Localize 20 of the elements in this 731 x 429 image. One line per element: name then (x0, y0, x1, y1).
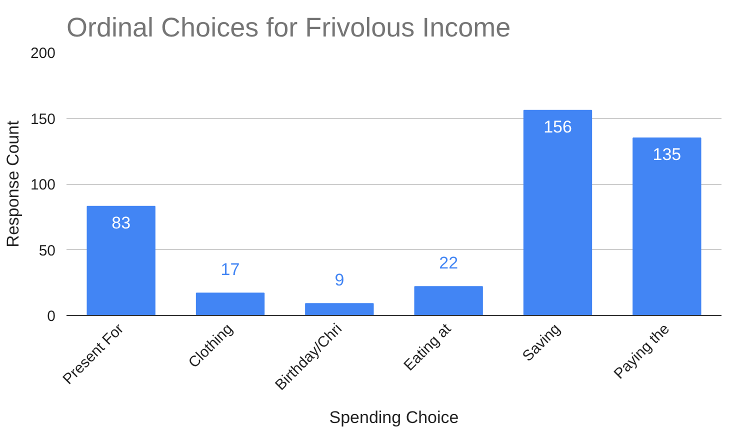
bar (86, 206, 156, 316)
x-axis-title: Spending Choice (329, 408, 459, 427)
y-axis-title: Response Count (3, 120, 22, 248)
data-label: 17 (220, 260, 240, 280)
bar (414, 286, 483, 316)
data-label: 135 (652, 144, 682, 164)
y-tick-label: 50 (38, 242, 56, 260)
data-label: 83 (112, 213, 131, 232)
y-tick-label: 100 (30, 176, 56, 194)
bar (305, 303, 374, 316)
y-tick-label: 150 (30, 110, 56, 128)
y-tick-label: 0 (47, 308, 56, 325)
data-label: 22 (439, 254, 458, 273)
data-label: 9 (334, 270, 344, 290)
chart-title: Ordinal Choices for Frivolous Income (66, 12, 511, 42)
data-label: 156 (544, 117, 572, 136)
bar (196, 292, 265, 316)
y-tick-label: 200 (30, 45, 56, 62)
bar (632, 137, 702, 316)
bar (523, 110, 592, 316)
